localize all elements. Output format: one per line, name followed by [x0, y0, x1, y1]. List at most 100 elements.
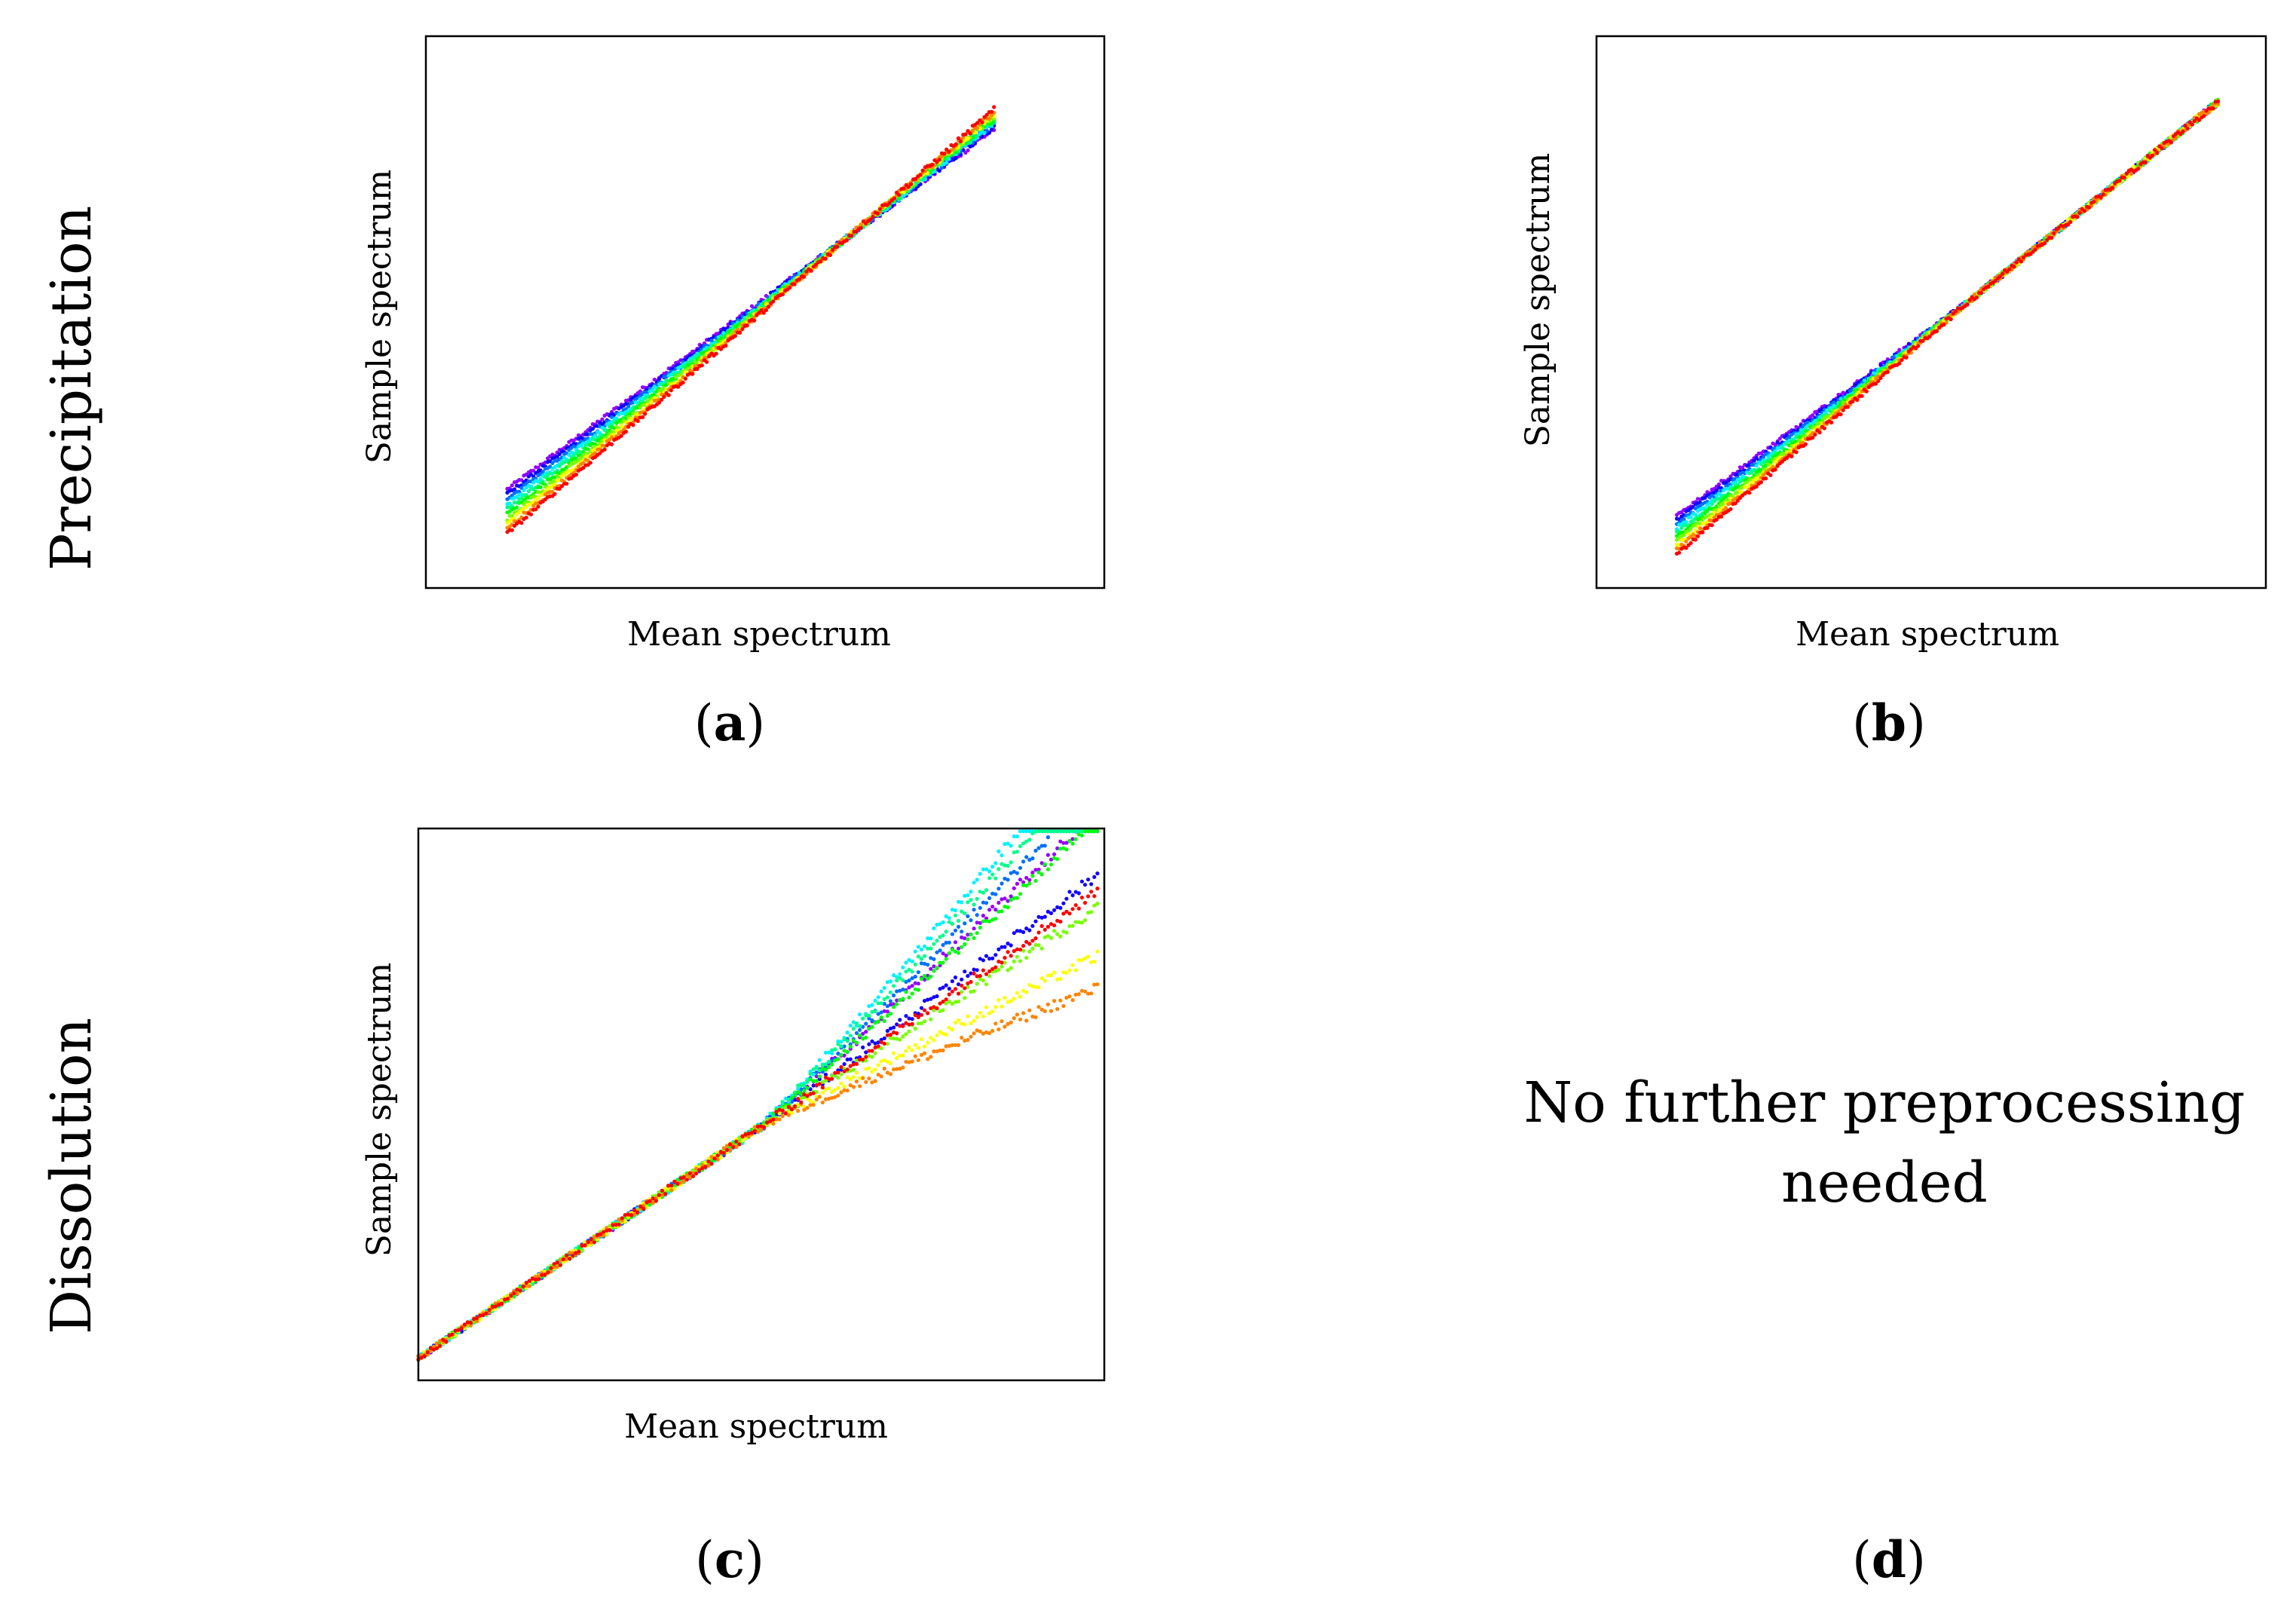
data-point — [892, 1025, 896, 1030]
data-point — [898, 1018, 902, 1022]
data-point — [901, 988, 905, 992]
data-point — [993, 953, 998, 957]
data-point — [913, 974, 917, 979]
data-point — [954, 156, 958, 161]
data-point — [966, 974, 970, 979]
data-point — [864, 1021, 868, 1026]
data-point — [885, 1004, 889, 1009]
data-point — [1064, 896, 1069, 901]
data-point — [626, 404, 631, 409]
data-point — [892, 993, 896, 997]
data-point — [1049, 911, 1054, 915]
data-point — [1042, 914, 1047, 919]
data-point — [1086, 877, 1091, 882]
data-point — [947, 986, 951, 991]
data-point — [1012, 886, 1016, 890]
data-point — [531, 468, 536, 473]
data-point — [510, 493, 514, 498]
data-point — [657, 377, 662, 381]
data-point — [1015, 881, 1019, 886]
data-point — [990, 905, 995, 909]
data-point — [960, 977, 964, 982]
data-point — [953, 940, 958, 945]
data-point — [1027, 877, 1032, 882]
data-point — [987, 908, 992, 912]
data-point — [888, 999, 893, 1003]
data-point — [937, 169, 941, 173]
data-point — [861, 1045, 865, 1049]
data-point — [982, 130, 987, 135]
data-point — [1003, 945, 1007, 949]
data-point — [1092, 874, 1097, 879]
data-point — [904, 1014, 908, 1018]
data-point — [1076, 891, 1081, 896]
data-point — [1030, 923, 1035, 928]
data-point — [507, 501, 512, 506]
data-point — [512, 487, 517, 492]
data-point — [910, 984, 914, 988]
data-point — [1058, 905, 1063, 910]
data-point — [981, 958, 985, 963]
data-point — [996, 900, 1001, 905]
data-point — [848, 1057, 853, 1061]
data-point — [1079, 879, 1084, 884]
data-point — [1082, 883, 1088, 887]
data-point — [864, 1030, 868, 1034]
data-point — [1095, 871, 1100, 876]
data-point — [885, 1028, 889, 1034]
data-point — [1052, 852, 1057, 856]
data-point — [1067, 890, 1072, 894]
data-point — [555, 455, 559, 459]
data-point — [519, 485, 524, 490]
data-point — [939, 165, 944, 170]
data-point — [950, 979, 954, 984]
data-point — [867, 1042, 871, 1046]
data-point — [981, 914, 985, 918]
data-point — [1070, 893, 1075, 898]
data-point — [1027, 928, 1032, 933]
data-point — [557, 452, 562, 457]
data-point — [522, 488, 526, 493]
data-point — [963, 969, 967, 974]
data-point — [963, 151, 968, 155]
data-point — [1018, 877, 1023, 882]
data-point — [517, 489, 522, 495]
data-point — [1061, 901, 1066, 905]
data-point — [882, 1036, 886, 1040]
data-point — [944, 983, 948, 988]
data-point — [910, 1017, 914, 1021]
data-point — [1021, 930, 1026, 935]
data-point — [1045, 853, 1050, 857]
data-point — [536, 465, 540, 470]
data-point — [916, 982, 920, 986]
data-point — [972, 926, 976, 931]
data-point — [990, 956, 995, 960]
point-series-group — [505, 105, 996, 534]
point-series-group — [416, 829, 1100, 1362]
data-point — [842, 1061, 846, 1067]
data-point — [916, 970, 920, 975]
data-point — [638, 394, 643, 398]
data-point — [944, 161, 949, 165]
data-point — [858, 1028, 862, 1032]
data-point — [935, 994, 939, 999]
data-point — [879, 1010, 883, 1015]
data-point — [1052, 908, 1057, 912]
data-point — [870, 1018, 874, 1023]
data-point — [1033, 919, 1038, 923]
data-point — [984, 954, 989, 958]
data-point — [1089, 882, 1094, 887]
data-point — [990, 127, 994, 132]
data-point — [1009, 943, 1013, 948]
data-point — [510, 483, 514, 488]
data-point — [538, 476, 543, 481]
data-point — [996, 947, 1001, 951]
data-point — [953, 975, 958, 980]
data-point — [966, 148, 970, 153]
data-point — [600, 417, 605, 421]
data-point — [975, 968, 979, 972]
data-point — [590, 427, 595, 431]
data-point — [1003, 896, 1007, 901]
